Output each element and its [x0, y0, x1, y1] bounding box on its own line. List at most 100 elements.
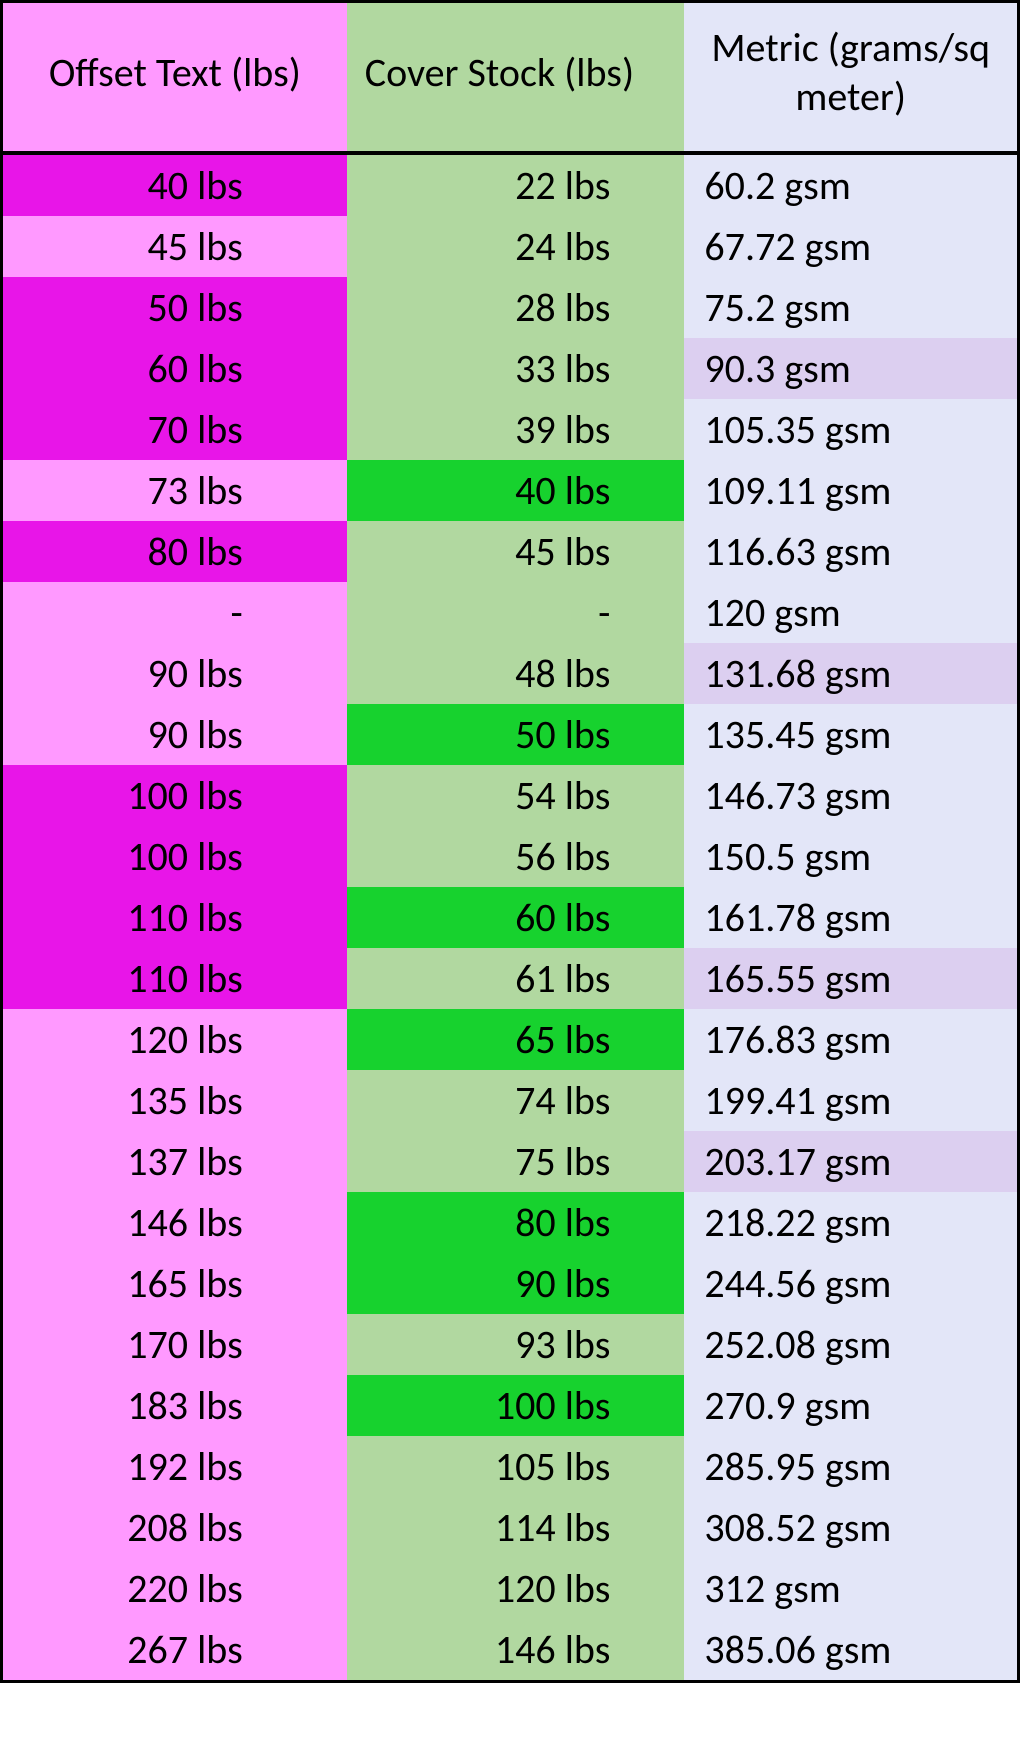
table-row: 45 lbs24 lbs67.72 gsm [3, 216, 1017, 277]
cell-offset: 60 lbs [3, 338, 347, 399]
cell-cover: 93 lbs [347, 1314, 685, 1375]
cell-metric: 176.83 gsm [684, 1009, 1017, 1070]
cell-metric: 203.17 gsm [684, 1131, 1017, 1192]
table-row: 100 lbs54 lbs146.73 gsm [3, 765, 1017, 826]
cell-cover: 24 lbs [347, 216, 685, 277]
table-row: 40 lbs22 lbs60.2 gsm [3, 153, 1017, 216]
header-offset-text: Offset Text (lbs) [3, 3, 347, 153]
cell-offset: 192 lbs [3, 1436, 347, 1497]
table-row: 183 lbs100 lbs270.9 gsm [3, 1375, 1017, 1436]
table-header-row: Offset Text (lbs) Cover Stock (lbs) Metr… [3, 3, 1017, 153]
cell-offset: - [3, 582, 347, 643]
cell-cover: 74 lbs [347, 1070, 685, 1131]
table-row: 60 lbs33 lbs90.3 gsm [3, 338, 1017, 399]
cell-cover: 40 lbs [347, 460, 685, 521]
cell-metric: 90.3 gsm [684, 338, 1017, 399]
cell-offset: 146 lbs [3, 1192, 347, 1253]
cell-cover: 33 lbs [347, 338, 685, 399]
table-row: 90 lbs50 lbs135.45 gsm [3, 704, 1017, 765]
cell-metric: 150.5 gsm [684, 826, 1017, 887]
cell-offset: 100 lbs [3, 826, 347, 887]
cell-offset: 267 lbs [3, 1619, 347, 1680]
header-metric: Metric (grams/sq meter) [684, 3, 1017, 153]
table-row: 110 lbs60 lbs161.78 gsm [3, 887, 1017, 948]
cell-cover: 54 lbs [347, 765, 685, 826]
table-row: 50 lbs28 lbs75.2 gsm [3, 277, 1017, 338]
table-row: 110 lbs61 lbs165.55 gsm [3, 948, 1017, 1009]
cell-metric: 146.73 gsm [684, 765, 1017, 826]
cell-offset: 220 lbs [3, 1558, 347, 1619]
cell-offset: 90 lbs [3, 704, 347, 765]
cell-offset: 120 lbs [3, 1009, 347, 1070]
cell-metric: 131.68 gsm [684, 643, 1017, 704]
table-row: 220 lbs120 lbs312 gsm [3, 1558, 1017, 1619]
table-row: 80 lbs45 lbs116.63 gsm [3, 521, 1017, 582]
cell-offset: 73 lbs [3, 460, 347, 521]
cell-offset: 40 lbs [3, 153, 347, 216]
cell-offset: 183 lbs [3, 1375, 347, 1436]
cell-cover: 48 lbs [347, 643, 685, 704]
cell-cover: 100 lbs [347, 1375, 685, 1436]
paper-weight-conversion-table: Offset Text (lbs) Cover Stock (lbs) Metr… [0, 0, 1020, 1683]
cell-cover: 114 lbs [347, 1497, 685, 1558]
table-row: 137 lbs75 lbs203.17 gsm [3, 1131, 1017, 1192]
cell-offset: 110 lbs [3, 948, 347, 1009]
table-row: 165 lbs90 lbs244.56 gsm [3, 1253, 1017, 1314]
header-cover-stock: Cover Stock (lbs) [347, 3, 685, 153]
cell-metric: 252.08 gsm [684, 1314, 1017, 1375]
cell-cover: 56 lbs [347, 826, 685, 887]
table-row: 135 lbs74 lbs199.41 gsm [3, 1070, 1017, 1131]
table-row: 90 lbs48 lbs131.68 gsm [3, 643, 1017, 704]
cell-metric: 312 gsm [684, 1558, 1017, 1619]
table-row: 70 lbs39 lbs105.35 gsm [3, 399, 1017, 460]
cell-offset: 208 lbs [3, 1497, 347, 1558]
cell-offset: 137 lbs [3, 1131, 347, 1192]
cell-cover: 45 lbs [347, 521, 685, 582]
cell-metric: 116.63 gsm [684, 521, 1017, 582]
cell-metric: 135.45 gsm [684, 704, 1017, 765]
cell-offset: 70 lbs [3, 399, 347, 460]
cell-metric: 308.52 gsm [684, 1497, 1017, 1558]
cell-metric: 199.41 gsm [684, 1070, 1017, 1131]
cell-metric: 109.11 gsm [684, 460, 1017, 521]
cell-cover: 61 lbs [347, 948, 685, 1009]
cell-cover: 105 lbs [347, 1436, 685, 1497]
cell-metric: 105.35 gsm [684, 399, 1017, 460]
cell-cover: 39 lbs [347, 399, 685, 460]
cell-metric: 165.55 gsm [684, 948, 1017, 1009]
cell-cover: 80 lbs [347, 1192, 685, 1253]
table-row: 73 lbs40 lbs109.11 gsm [3, 460, 1017, 521]
cell-metric: 285.95 gsm [684, 1436, 1017, 1497]
cell-metric: 244.56 gsm [684, 1253, 1017, 1314]
cell-cover: 50 lbs [347, 704, 685, 765]
table-body: 40 lbs22 lbs60.2 gsm45 lbs24 lbs67.72 gs… [3, 153, 1017, 1680]
conversion-table: Offset Text (lbs) Cover Stock (lbs) Metr… [3, 3, 1017, 1680]
cell-metric: 60.2 gsm [684, 153, 1017, 216]
table-row: 267 lbs146 lbs385.06 gsm [3, 1619, 1017, 1680]
cell-offset: 165 lbs [3, 1253, 347, 1314]
cell-metric: 161.78 gsm [684, 887, 1017, 948]
table-row: 170 lbs93 lbs252.08 gsm [3, 1314, 1017, 1375]
cell-cover: 120 lbs [347, 1558, 685, 1619]
cell-cover: 146 lbs [347, 1619, 685, 1680]
cell-offset: 135 lbs [3, 1070, 347, 1131]
cell-offset: 80 lbs [3, 521, 347, 582]
cell-offset: 50 lbs [3, 277, 347, 338]
table-row: 120 lbs65 lbs176.83 gsm [3, 1009, 1017, 1070]
cell-metric: 385.06 gsm [684, 1619, 1017, 1680]
cell-metric: 75.2 gsm [684, 277, 1017, 338]
cell-offset: 170 lbs [3, 1314, 347, 1375]
table-row: 208 lbs114 lbs308.52 gsm [3, 1497, 1017, 1558]
cell-cover: - [347, 582, 685, 643]
cell-offset: 90 lbs [3, 643, 347, 704]
cell-metric: 120 gsm [684, 582, 1017, 643]
cell-cover: 65 lbs [347, 1009, 685, 1070]
cell-cover: 75 lbs [347, 1131, 685, 1192]
cell-cover: 60 lbs [347, 887, 685, 948]
cell-metric: 218.22 gsm [684, 1192, 1017, 1253]
cell-cover: 90 lbs [347, 1253, 685, 1314]
table-row: --120 gsm [3, 582, 1017, 643]
cell-cover: 28 lbs [347, 277, 685, 338]
cell-offset: 100 lbs [3, 765, 347, 826]
cell-offset: 45 lbs [3, 216, 347, 277]
